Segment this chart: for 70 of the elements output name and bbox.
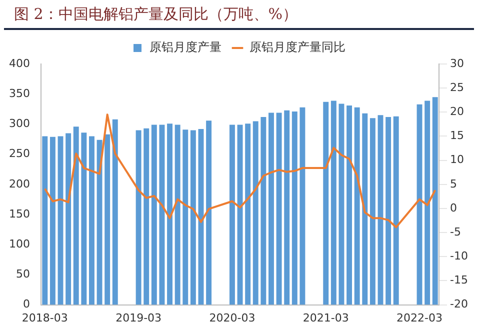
- bar: [393, 116, 399, 305]
- bar: [292, 112, 298, 305]
- legend-label: 原铝月度产量同比: [250, 40, 346, 54]
- y-tick-label: 400: [8, 56, 30, 70]
- bar: [284, 110, 290, 305]
- bar: [182, 130, 188, 305]
- y2-tick-label: 5: [450, 177, 458, 190]
- bar: [338, 104, 344, 305]
- bar: [96, 140, 102, 305]
- bar: [432, 97, 438, 305]
- bar: [144, 128, 150, 305]
- bar: [42, 136, 48, 305]
- chart-title: 图 2：中国电解铝产量及同比（万吨、%）: [4, 0, 474, 30]
- bar: [81, 132, 87, 305]
- legend-label: 原铝月度产量: [150, 40, 222, 54]
- bar: [66, 133, 72, 305]
- bar: [330, 100, 336, 305]
- bar: [174, 124, 180, 305]
- bar: [112, 119, 118, 305]
- bar: [58, 136, 64, 305]
- bar: [237, 124, 243, 305]
- y-tick-label: 200: [8, 177, 30, 190]
- y-tick-label: 150: [8, 207, 30, 220]
- y2-tick-label: 25: [450, 80, 464, 94]
- bar: [252, 121, 258, 305]
- bar: [386, 116, 392, 305]
- y2-tick-label: -15: [450, 274, 468, 287]
- bar: [206, 120, 212, 305]
- bar: [104, 134, 110, 305]
- x-tick-label: 2021-03: [302, 311, 349, 324]
- x-tick-label: 2020-03: [209, 311, 256, 324]
- y2-tick-label: 20: [450, 105, 464, 118]
- y2-tick-label: 10: [450, 153, 464, 166]
- bar: [354, 107, 360, 305]
- y-tick-label: 350: [8, 86, 30, 100]
- x-tick-label: 2019-03: [116, 311, 162, 324]
- y-tick-label: 50: [16, 268, 30, 281]
- bar: [151, 124, 157, 305]
- bar: [416, 104, 422, 305]
- bar: [136, 130, 142, 305]
- x-tick-label: 2018-03: [22, 311, 68, 324]
- y-tick-label: 100: [8, 237, 30, 250]
- y-tick-label: 300: [8, 117, 30, 130]
- y2-tick-label: 0: [450, 201, 458, 214]
- y2-tick-label: -20: [450, 298, 468, 311]
- bar: [190, 130, 196, 305]
- y-tick-label: 250: [8, 147, 30, 160]
- bar: [424, 100, 430, 305]
- y2-tick-label: -5: [450, 225, 462, 238]
- bar: [260, 116, 266, 305]
- bar: [276, 112, 282, 305]
- bar: [73, 126, 79, 305]
- bar: [346, 106, 352, 305]
- bar: [167, 124, 173, 305]
- bar: [229, 124, 235, 305]
- y2-tick-label: 15: [450, 129, 464, 142]
- bar: [88, 136, 94, 305]
- bar: [323, 102, 329, 305]
- x-tick-label: 2022-03: [396, 311, 443, 324]
- bar: [378, 115, 384, 305]
- y-tick-label: 0: [22, 298, 30, 311]
- bar: [50, 136, 56, 305]
- bar: [370, 118, 376, 305]
- bar: [245, 124, 251, 305]
- bar: [362, 113, 368, 305]
- y2-tick-label: 30: [450, 56, 464, 70]
- y2-tick-label: -10: [450, 250, 468, 262]
- bar: [300, 107, 306, 305]
- bar: [159, 124, 165, 305]
- bar: [268, 112, 274, 305]
